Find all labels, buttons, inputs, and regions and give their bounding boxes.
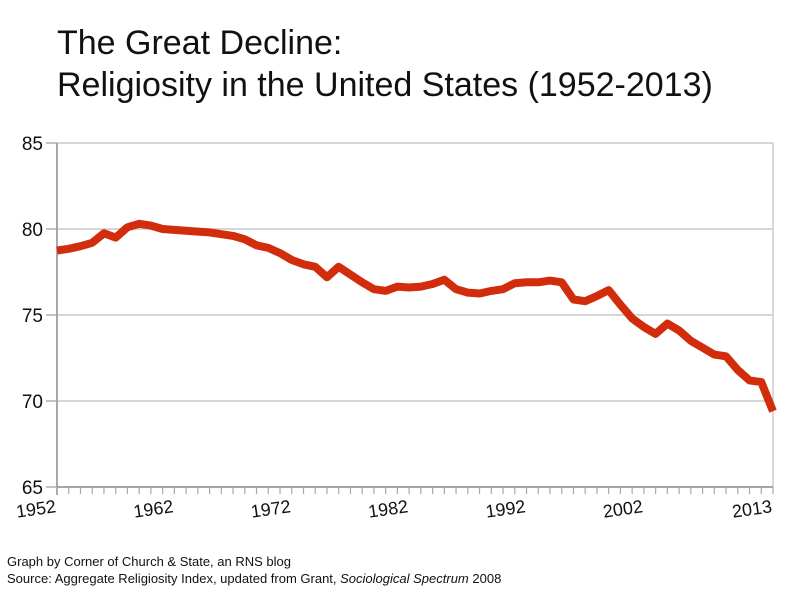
y-axis-label-85: 85	[22, 134, 43, 155]
footer-source-text: Source: Aggregate Religiosity Index, upd…	[7, 571, 341, 586]
x-axis-label-2002: 2002	[602, 496, 644, 521]
x-axis-label-1982: 1982	[367, 496, 409, 521]
footer-source-year: 2008	[468, 571, 502, 586]
y-axis-label-75: 75	[22, 306, 43, 327]
x-axis-label-1972: 1972	[250, 496, 292, 521]
chart-footer: Graph by Corner of Church & State, an RN…	[7, 553, 501, 587]
chart-title-line2: Religiosity in the United States (1952-2…	[57, 66, 713, 104]
footer-source: Source: Aggregate Religiosity Index, upd…	[7, 570, 501, 587]
footer-credit: Graph by Corner of Church & State, an RN…	[7, 554, 291, 569]
footer-source-journal: Sociological Spectrum	[340, 571, 469, 586]
x-axis-label-1962: 1962	[132, 496, 174, 521]
chart-title-line1: The Great Decline:	[57, 24, 343, 62]
x-axis-label-1952: 1952	[15, 496, 57, 521]
series-line-aggregate-religiosity-index	[56, 219, 777, 413]
y-axis-label-80: 80	[22, 220, 43, 241]
y-axis-label-65: 65	[22, 478, 43, 499]
y-axis-label-70: 70	[22, 392, 43, 413]
x-axis-label-1992: 1992	[484, 496, 526, 521]
x-axis-label-2013: 2013	[731, 496, 773, 521]
chart-title: The Great Decline: Religiosity in the Un…	[57, 22, 713, 106]
